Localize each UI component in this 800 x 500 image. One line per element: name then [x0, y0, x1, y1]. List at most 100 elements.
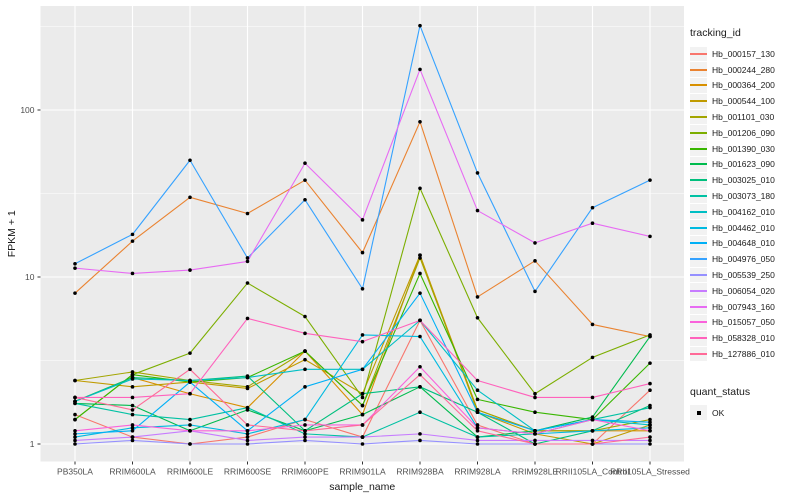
- data-point: [73, 417, 77, 422]
- legend-item: Hb_005539_250: [690, 267, 796, 283]
- data-point: [73, 428, 77, 433]
- legend-line-swatch: [690, 242, 707, 245]
- data-point: [245, 435, 250, 439]
- data-point: [130, 239, 135, 243]
- legend-key: [690, 346, 707, 362]
- data-point: [303, 349, 307, 353]
- data-point: [648, 405, 652, 410]
- legend-line-swatch: [690, 289, 707, 292]
- data-point: [418, 318, 422, 323]
- legend-items: Hb_000157_130 Hb_000244_280 Hb_000364_200 H…: [690, 46, 796, 362]
- x-tick-label: PB350LA: [57, 467, 93, 477]
- legend-item: Hb_004162_010: [690, 204, 796, 220]
- data-point: [418, 438, 422, 443]
- data-point: [648, 388, 652, 392]
- data-point: [418, 256, 422, 260]
- data-point: [303, 428, 307, 433]
- data-point: [130, 426, 135, 430]
- legend-label: Hb_004162_010: [712, 206, 775, 217]
- data-point: [475, 397, 480, 402]
- data-point: [590, 205, 595, 210]
- legend-item: Hb_127886_010: [690, 346, 796, 362]
- legend-key: [690, 172, 707, 188]
- data-point: [303, 367, 307, 372]
- data-point: [245, 316, 250, 321]
- data-point: [303, 314, 307, 319]
- legend-item: Hb_000244_280: [690, 62, 796, 78]
- data-point: [188, 351, 192, 355]
- legend-label: Hb_001206_090: [712, 127, 775, 138]
- y-tick-label: 10: [25, 272, 35, 282]
- legend-key: [690, 267, 707, 283]
- legend-line-swatch: [690, 226, 707, 229]
- x-tick-label: RRIM600SE: [224, 467, 272, 477]
- legend-item: Hb_001390_030: [690, 141, 796, 157]
- black-square-marker-icon: [696, 410, 701, 415]
- data-point: [418, 119, 422, 124]
- data-point: [418, 364, 422, 369]
- data-point: [73, 378, 77, 383]
- data-point: [360, 403, 365, 408]
- data-point: [303, 432, 307, 436]
- data-point: [303, 438, 307, 443]
- data-point: [130, 428, 135, 433]
- data-point: [360, 218, 365, 222]
- legend-key: [690, 283, 707, 299]
- data-point: [533, 391, 537, 396]
- data-point: [418, 432, 422, 436]
- data-point: [648, 234, 652, 239]
- data-point: [360, 442, 365, 446]
- data-point: [130, 412, 135, 417]
- legend-item: Hb_006054_020: [690, 283, 796, 299]
- legend-item: Hb_007943_160: [690, 299, 796, 315]
- data-point: [418, 410, 422, 415]
- data-point: [245, 375, 250, 380]
- legend-item: Hb_004648_010: [690, 236, 796, 252]
- data-point: [188, 391, 192, 396]
- data-point: [418, 67, 422, 72]
- data-point: [475, 442, 480, 446]
- data-point: [188, 417, 192, 422]
- data-point: [533, 259, 537, 263]
- data-point: [418, 334, 422, 339]
- legend-key: [690, 188, 707, 204]
- legend-line-swatch: [690, 274, 707, 277]
- legend-key: [690, 93, 707, 109]
- x-tick-label: RRIM928LE: [512, 467, 559, 477]
- legend-line-swatch: [690, 84, 707, 87]
- data-point: [245, 423, 250, 427]
- data-point: [73, 291, 77, 295]
- legend-item: Hb_000157_130: [690, 46, 796, 62]
- legend-key: [690, 141, 707, 157]
- legend-label: Hb_004462_010: [712, 222, 775, 233]
- legend-item: Hb_015057_050: [690, 315, 796, 331]
- data-point: [130, 232, 135, 237]
- legend-label: Hb_001390_030: [712, 143, 775, 154]
- data-point: [648, 178, 652, 182]
- data-point: [130, 372, 135, 377]
- data-point: [303, 331, 307, 336]
- data-point: [245, 259, 250, 264]
- data-point: [360, 395, 365, 400]
- data-point: [590, 322, 595, 327]
- legend-label: Hb_004648_010: [712, 238, 775, 249]
- legend-item: Hb_004462_010: [690, 220, 796, 236]
- legend-key: [690, 220, 707, 236]
- legend-label: Hb_000544_100: [712, 96, 775, 107]
- legend-label: Hb_001101_030: [712, 112, 775, 123]
- data-point: [475, 171, 480, 175]
- legend-label: Hb_003073_180: [712, 191, 775, 202]
- y-tick-label: 1: [30, 439, 35, 449]
- data-point: [130, 423, 135, 427]
- data-point: [245, 428, 250, 433]
- data-point: [130, 370, 135, 374]
- data-point: [418, 23, 422, 28]
- legend-line-swatch: [690, 116, 707, 119]
- data-point: [73, 435, 77, 439]
- data-point: [648, 420, 652, 425]
- legend-line-swatch: [690, 100, 707, 103]
- data-point: [590, 442, 595, 446]
- data-point: [360, 391, 365, 396]
- x-tick-label: RRIM928LA: [454, 467, 501, 477]
